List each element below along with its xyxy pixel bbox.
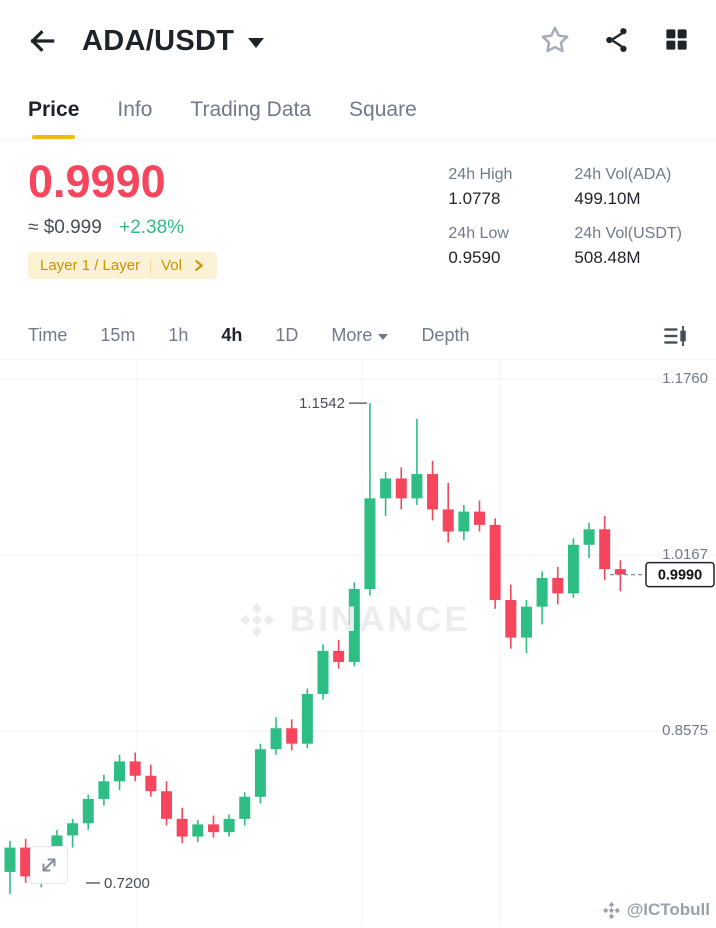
stat-24h-vol-ada: 24h Vol(ADA) 499.10M — [574, 166, 682, 209]
candlestick-chart[interactable]: 1.1542 0.7200 0.9990 — [0, 360, 716, 926]
share-button[interactable] — [603, 26, 631, 57]
chevron-right-icon — [195, 260, 203, 272]
tab-square[interactable]: Square — [349, 98, 417, 121]
stat-value: 499.10M — [574, 189, 641, 208]
tag-divider — [150, 258, 152, 273]
interval-1d[interactable]: 1D — [275, 325, 299, 345]
tag-vol-label: Vol — [161, 257, 182, 275]
stat-24h-high: 24h High 1.0778 — [448, 166, 548, 209]
interval-4h[interactable]: 4h — [221, 325, 243, 345]
svg-text:0.9990: 0.9990 — [658, 568, 702, 584]
svg-text:1.1542: 1.1542 — [299, 395, 345, 412]
price-change-percent: +2.38% — [119, 217, 185, 239]
svg-text:0.7200: 0.7200 — [104, 875, 150, 892]
fiat-row: ≈ $0.999 +2.38% — [28, 217, 217, 239]
stat-label: 24h High — [448, 166, 513, 183]
tab-price[interactable]: Price — [28, 82, 79, 139]
back-button[interactable] — [26, 25, 58, 57]
favorite-button[interactable] — [539, 24, 571, 59]
candlestick-chart-area[interactable]: 1.1542 0.7200 0.9990 BINANCE 1.1760 1.0167… — [0, 360, 716, 926]
price-block: 0.9990 ≈ $0.999 +2.38% Layer 1 / Layer V… — [28, 158, 217, 296]
y-axis-label-2: 1.0167 — [662, 546, 708, 563]
expand-arrows-icon — [42, 858, 56, 872]
header: ADA/USDT — [0, 0, 716, 82]
interval-1h[interactable]: 1h — [168, 325, 189, 345]
stat-value: 0.9590 — [448, 248, 501, 267]
token-tag-pill[interactable]: Layer 1 / Layer Vol — [28, 252, 217, 280]
stat-value: 1.0778 — [448, 189, 501, 208]
interval-bar: Time 15m 1h 4h 1D More Depth — [0, 312, 716, 360]
grid-icon — [666, 29, 687, 50]
stat-value: 508.48M — [574, 248, 641, 267]
tag-category-label: Layer 1 / Layer — [40, 257, 141, 275]
y-axis-label-3: 0.8575 — [662, 722, 708, 739]
stat-label: 24h Vol(USDT) — [574, 225, 682, 242]
header-actions — [539, 24, 690, 59]
back-arrow-icon — [30, 30, 55, 52]
interval-15m[interactable]: 15m — [100, 325, 136, 345]
interval-time[interactable]: Time — [28, 325, 68, 345]
stat-24h-low: 24h Low 0.9590 — [448, 225, 548, 268]
grid-menu-button[interactable] — [663, 26, 690, 56]
stat-24h-vol-usdt: 24h Vol(USDT) 508.48M — [574, 225, 682, 268]
pair-selector[interactable]: ADA/USDT — [82, 24, 265, 58]
chevron-down-icon — [248, 38, 265, 48]
tab-depth[interactable]: Depth — [421, 325, 470, 345]
stats-grid: 24h High 1.0778 24h Vol(ADA) 499.10M 24h… — [448, 158, 682, 296]
top-tabs: Price Info Trading Data Square — [0, 82, 716, 140]
interval-more-dropdown[interactable]: More — [331, 325, 389, 346]
fullscreen-expand-button[interactable] — [30, 846, 68, 884]
pair-title: ADA/USDT — [82, 24, 235, 57]
star-icon — [541, 26, 569, 52]
share-icon — [606, 27, 627, 52]
more-label: More — [331, 325, 373, 345]
chart-settings-button[interactable] — [662, 323, 688, 349]
fiat-price: ≈ $0.999 — [28, 217, 102, 239]
caret-down-icon — [378, 333, 389, 340]
tab-info[interactable]: Info — [117, 98, 153, 121]
tab-trading-data[interactable]: Trading Data — [190, 98, 312, 121]
last-price: 0.9990 — [28, 156, 166, 207]
y-axis-label-1: 1.1760 — [662, 370, 708, 387]
stat-label: 24h Low — [448, 225, 509, 242]
chart-settings-icon — [664, 325, 686, 346]
ticker-section: 0.9990 ≈ $0.999 +2.38% Layer 1 / Layer V… — [0, 140, 716, 312]
stat-label: 24h Vol(ADA) — [574, 166, 672, 183]
